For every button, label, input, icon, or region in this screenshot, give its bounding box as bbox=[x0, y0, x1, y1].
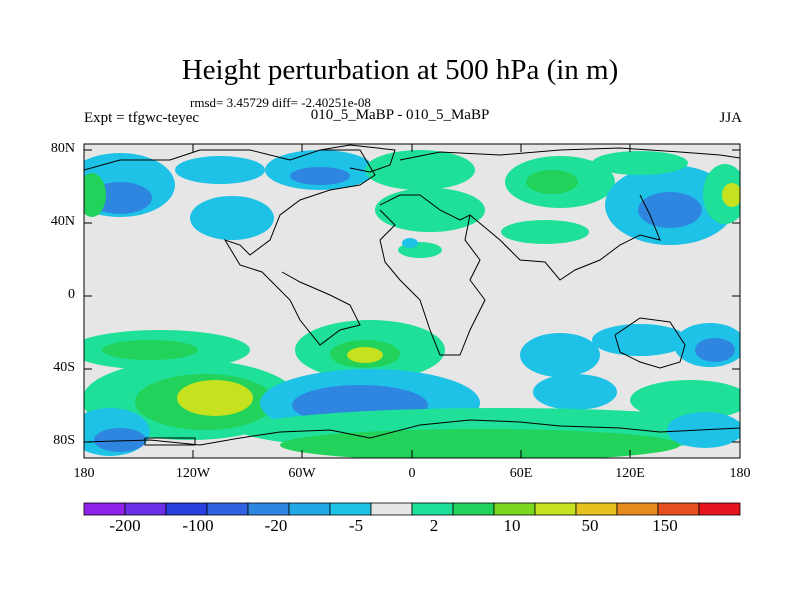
chart-title: Height perturbation at 500 hPa (in m) bbox=[181, 54, 619, 86]
colorbar-box bbox=[165, 502, 208, 516]
lon-tick-label: 60E bbox=[509, 466, 533, 481]
contour-blob bbox=[375, 188, 485, 232]
coastline-eurasia bbox=[399, 147, 740, 161]
colorbar-box bbox=[657, 502, 700, 516]
contour-blob bbox=[290, 167, 350, 185]
colorbar-box bbox=[329, 502, 372, 516]
contour-blob bbox=[501, 220, 589, 244]
lon-tick-label: 180 bbox=[729, 466, 751, 481]
colorbar-box bbox=[575, 502, 618, 516]
coastline-antarctica bbox=[84, 419, 740, 446]
lat-tick-label: 80N bbox=[50, 141, 75, 156]
lat-tick-label: 0 bbox=[68, 287, 75, 302]
colorbar bbox=[83, 502, 741, 516]
colorbar-label: 50 bbox=[581, 516, 599, 535]
contour-blob bbox=[84, 173, 106, 217]
experiment-label: Expt = tfgwc-teyec bbox=[84, 110, 200, 126]
contour-blob bbox=[365, 150, 475, 190]
colorbar-box bbox=[616, 502, 659, 516]
lon-tick-label: 180 bbox=[73, 466, 95, 481]
contour-blob bbox=[94, 428, 146, 452]
colorbar-box bbox=[247, 502, 290, 516]
colorbar-label: 10 bbox=[503, 516, 521, 535]
coastline-australia bbox=[614, 317, 686, 369]
colorbar-label: -20 bbox=[264, 516, 288, 535]
contour-blob bbox=[347, 347, 383, 363]
colorbar-box bbox=[452, 502, 495, 516]
contour-fields bbox=[84, 150, 740, 458]
season-label: JJA bbox=[719, 110, 742, 126]
lon-tick-label: 60W bbox=[288, 466, 316, 481]
contour-blob bbox=[526, 170, 578, 194]
colorbar-label: -200 bbox=[109, 516, 141, 535]
lon-tick-label: 120W bbox=[175, 466, 211, 481]
axis-ticks bbox=[83, 144, 741, 458]
colorbar-label: 2 bbox=[429, 516, 439, 535]
contour-blob bbox=[630, 380, 740, 420]
contour-blob bbox=[280, 429, 680, 458]
contour-blob bbox=[177, 380, 253, 416]
colorbar-box bbox=[698, 502, 741, 516]
coastline-antarctic-peninsula bbox=[144, 437, 196, 446]
colorbar-box bbox=[534, 502, 577, 516]
contour-blob bbox=[520, 333, 600, 377]
contour-blob bbox=[722, 183, 740, 207]
lat-tick-label: 40N bbox=[50, 214, 75, 229]
contour-blob bbox=[102, 340, 198, 360]
coastline-europe-africa bbox=[379, 194, 486, 356]
coastline-asia-south bbox=[469, 194, 661, 281]
contour-blob bbox=[703, 164, 740, 224]
colorbar-box bbox=[288, 502, 331, 516]
comparison-label: 010_5_MaBP - 010_5_MaBP bbox=[310, 107, 490, 123]
coastlines bbox=[84, 144, 740, 446]
colorbar-box bbox=[83, 502, 126, 516]
lon-tick-label: 120E bbox=[615, 466, 645, 481]
coastline-americas bbox=[200, 149, 376, 346]
lat-tick-label: 40S bbox=[53, 360, 75, 375]
colorbar-box bbox=[411, 502, 454, 516]
contour-blob bbox=[533, 374, 617, 410]
colorbar-label: -5 bbox=[348, 516, 364, 535]
contour-blob bbox=[695, 338, 735, 362]
coastline-greenland bbox=[319, 144, 396, 173]
colorbar-box bbox=[370, 502, 413, 516]
lon-tick-label: 0 bbox=[408, 466, 416, 481]
contour-blob bbox=[175, 156, 265, 184]
stats-label: rmsd= 3.45729 diff= -2.40251e-08 bbox=[190, 95, 371, 110]
contour-blob bbox=[592, 324, 688, 356]
colorbar-box bbox=[206, 502, 249, 516]
lat-tick-label: 80S bbox=[53, 433, 75, 448]
contour-blob bbox=[592, 151, 688, 175]
colorbar-label: 150 bbox=[652, 516, 678, 535]
contour-blob bbox=[638, 192, 702, 228]
contour-blob bbox=[402, 238, 418, 248]
colorbar-label: -100 bbox=[182, 516, 214, 535]
colorbar-box bbox=[124, 502, 167, 516]
colorbar-box bbox=[493, 502, 536, 516]
contour-blob bbox=[190, 196, 274, 240]
coastline-north-america bbox=[84, 149, 201, 171]
